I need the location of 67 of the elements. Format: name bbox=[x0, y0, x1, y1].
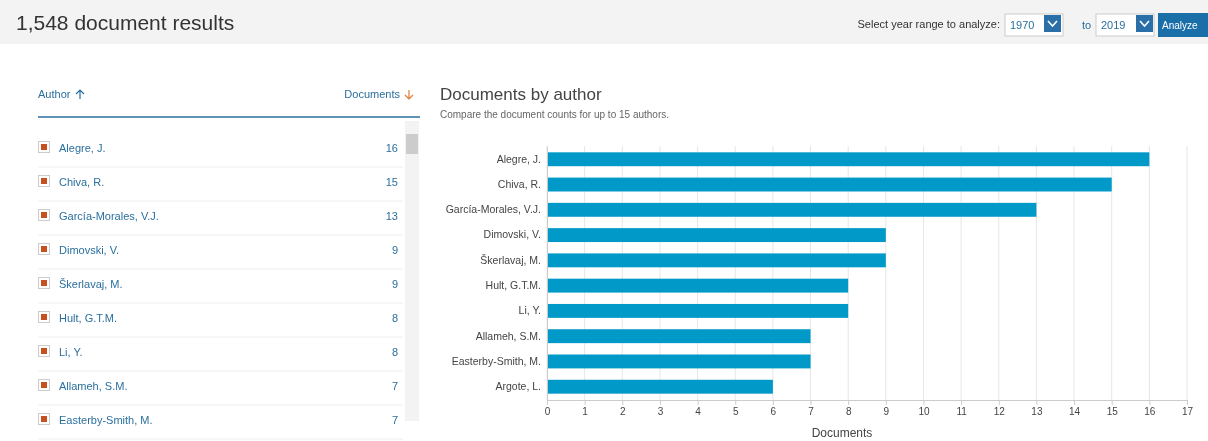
bar bbox=[547, 354, 811, 369]
data-label: 15 bbox=[385, 176, 398, 188]
text: 1,548 document results bbox=[16, 11, 235, 34]
category-label: Allameh, S.M. bbox=[59, 380, 128, 392]
y-tick-label: Hult, G.T.M. bbox=[485, 279, 541, 291]
bar bbox=[547, 329, 811, 344]
x-tick-label: 13 bbox=[1031, 406, 1043, 418]
x-tick-label: 2 bbox=[620, 406, 627, 418]
y-tick-label: Easterby-Smith, M. bbox=[451, 354, 541, 367]
bar bbox=[547, 278, 849, 293]
x-axis-title: Documents bbox=[811, 426, 873, 440]
text: to bbox=[1082, 19, 1092, 31]
x-tick-label: 6 bbox=[770, 406, 777, 418]
data-label: 13 bbox=[385, 210, 398, 222]
y-tick-label: Allameh, S.M. bbox=[475, 329, 541, 342]
x-tick-label: 3 bbox=[657, 406, 664, 418]
category-label: Hult, G.T.M. bbox=[59, 312, 118, 324]
x-tick-label: 1 bbox=[582, 406, 589, 418]
text: Analyze bbox=[1162, 20, 1199, 31]
category-label: Dimovski, V. bbox=[59, 244, 120, 256]
data-label: 9 bbox=[391, 278, 398, 290]
x-tick-label: 14 bbox=[1069, 406, 1081, 418]
x-tick-label: 10 bbox=[918, 406, 930, 418]
bar bbox=[547, 177, 1112, 192]
data-label: 8 bbox=[391, 346, 398, 358]
data-label: 7 bbox=[391, 414, 398, 426]
x-tick-label: 0 bbox=[544, 406, 551, 418]
bar bbox=[547, 152, 1150, 167]
bar bbox=[547, 253, 886, 268]
category-label: García-Morales, V.J. bbox=[59, 210, 159, 222]
chart-title: Documents by author bbox=[440, 85, 602, 104]
y-tick-label: Li, Y. bbox=[518, 304, 541, 317]
text: Author bbox=[38, 88, 71, 100]
y-tick-label: Dimovski, V. bbox=[483, 228, 541, 241]
y-tick-label: Chiva, R. bbox=[497, 177, 541, 190]
bar bbox=[547, 202, 1037, 217]
category-label: Chiva, R. bbox=[59, 176, 105, 188]
category-label: Škerlavaj, M. bbox=[59, 278, 123, 290]
x-tick-label: 4 bbox=[695, 406, 702, 418]
data-label: 7 bbox=[391, 380, 398, 392]
x-tick-label: 8 bbox=[845, 406, 852, 418]
x-tick-label: 11 bbox=[956, 406, 968, 418]
text: 1970 bbox=[1010, 19, 1035, 31]
y-tick-label: García-Morales, V.J. bbox=[445, 203, 541, 216]
x-tick-label: 15 bbox=[1106, 406, 1119, 418]
data-label: 16 bbox=[385, 142, 398, 154]
x-tick-label: 7 bbox=[808, 406, 815, 418]
x-tick-label: 5 bbox=[732, 406, 739, 418]
category-label: Alegre, J. bbox=[59, 142, 106, 154]
x-tick-label: 17 bbox=[1181, 406, 1194, 418]
bar bbox=[547, 379, 773, 394]
text: Documents bbox=[344, 88, 401, 100]
data-label: 9 bbox=[391, 244, 398, 256]
bar bbox=[547, 303, 849, 318]
data-label: 8 bbox=[391, 312, 398, 324]
y-tick-label: Argote, L. bbox=[495, 380, 541, 393]
chart-subtitle: Compare the document counts for up to 15 authors. bbox=[440, 109, 670, 120]
bar bbox=[547, 228, 886, 243]
y-tick-label: Alegre, J. bbox=[496, 152, 541, 165]
x-tick-label: 16 bbox=[1144, 406, 1156, 418]
text: Select year range to analyze: bbox=[857, 18, 1000, 30]
x-tick-label: 9 bbox=[883, 406, 890, 418]
y-tick-label: Škerlavaj, M. bbox=[480, 253, 541, 266]
category-label: Li, Y. bbox=[59, 346, 83, 358]
text: 2019 bbox=[1101, 19, 1126, 31]
category-label: Easterby-Smith, M. bbox=[59, 414, 153, 426]
x-tick-label: 12 bbox=[993, 406, 1006, 418]
